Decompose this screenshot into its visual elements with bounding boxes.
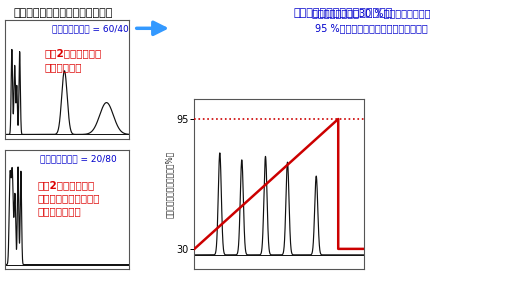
Text: 後ろ2成分の溶出に
時間がかかる: 後ろ2成分の溶出に 時間がかかる	[44, 48, 102, 72]
Text: 後ろ2成分の溶出を
はやめると前の成分の
分離が悪くなる: 後ろ2成分の溶出を はやめると前の成分の 分離が悪くなる	[37, 180, 99, 216]
Text: イソクラティック溶離では・・・: イソクラティック溶離では・・・	[14, 8, 113, 18]
Text: 水／メタノール = 20/80: 水／メタノール = 20/80	[40, 155, 117, 164]
Text: 水／メタノール = 60/40: 水／メタノール = 60/40	[52, 25, 129, 34]
Text: メタノール濃度を30 %（初期濃度）から
95 %（最終濃度）へ徐々に増加させる: メタノール濃度を30 %（初期濃度）から 95 %（最終濃度）へ徐々に増加させる	[312, 8, 430, 33]
Text: グラジエント溶離を使うと・・・: グラジエント溶離を使うと・・・	[294, 8, 393, 18]
Y-axis label: 移動相中メタノール濃度（%）: 移動相中メタノール濃度（%）	[165, 150, 174, 218]
